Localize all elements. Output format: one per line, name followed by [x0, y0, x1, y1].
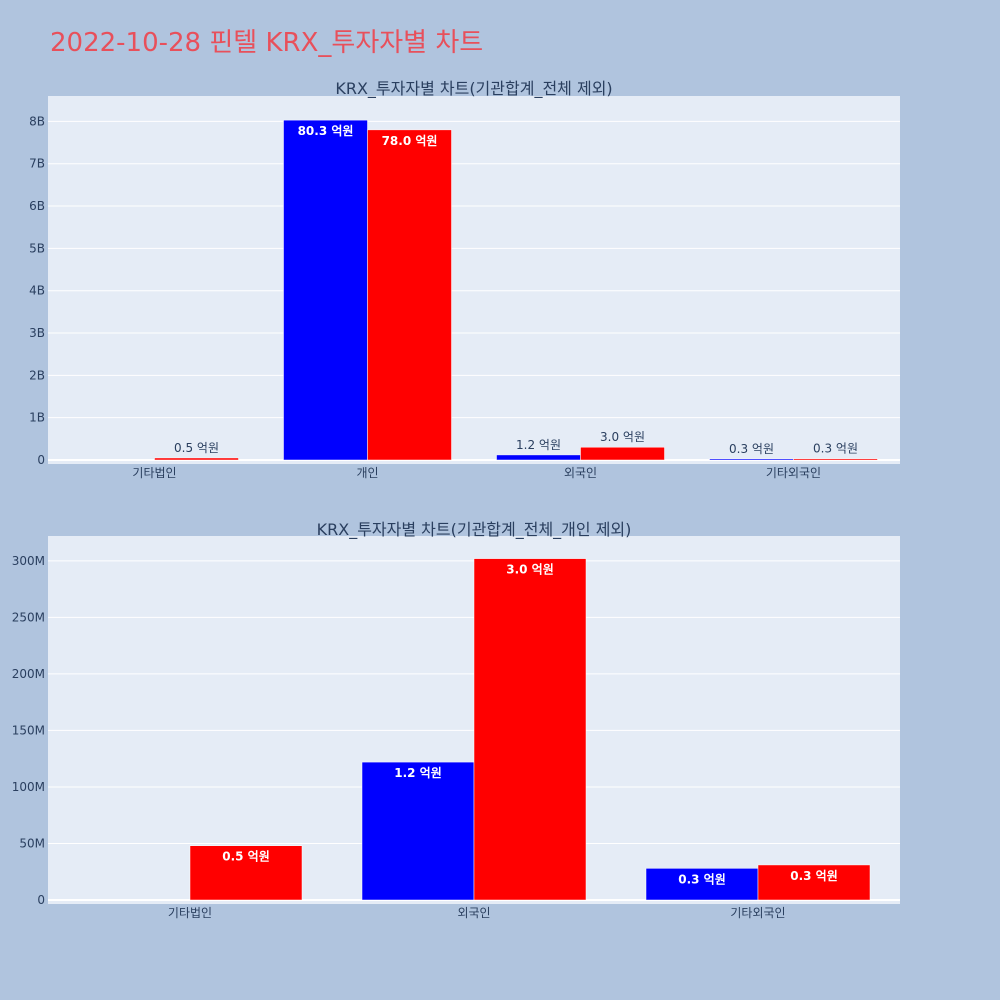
y-tick-label: 250M	[12, 610, 45, 624]
data-label: 3.0 억원	[506, 563, 554, 577]
bar	[189, 845, 303, 901]
bar	[283, 119, 368, 461]
y-tick-label: 5B	[29, 241, 45, 255]
bar	[473, 558, 587, 901]
data-label: 0.3 억원	[678, 872, 726, 886]
bar	[757, 864, 871, 901]
y-tick-label: 200M	[12, 667, 45, 681]
x-tick-label: 기타외국인	[730, 906, 785, 920]
y-tick-label: 100M	[12, 780, 45, 794]
data-label: 0.3 억원	[729, 442, 774, 456]
data-label: 0.3 억원	[813, 442, 858, 456]
bar	[580, 446, 665, 461]
bar	[367, 129, 452, 461]
bar	[361, 761, 475, 901]
y-tick-label: 50M	[19, 836, 45, 850]
data-label: 1.2 억원	[394, 766, 442, 780]
bar	[645, 868, 759, 901]
y-tick-label: 0	[37, 893, 45, 907]
y-tick-label: 4B	[29, 284, 45, 298]
y-tick-label: 7B	[29, 157, 45, 171]
data-label: 0.3 억원	[790, 869, 838, 883]
y-tick-label: 0	[37, 453, 45, 467]
x-tick-label: 외국인	[564, 466, 597, 480]
y-tick-label: 3B	[29, 326, 45, 340]
chart-top: 0 1B 2B 3B 4B 5B 6B 7B 8B KRX_투자자별 차트(기관합계_전체 제외)…	[29, 79, 900, 480]
y-tick-label: 300M	[12, 554, 45, 568]
data-label: 3.0 억원	[600, 430, 645, 444]
data-label: 80.3 억원	[298, 124, 354, 138]
plot-area	[48, 96, 900, 464]
x-tick-label: 개인	[356, 466, 378, 480]
data-label: 0.5 억원	[222, 850, 270, 864]
y-tick-label: 6B	[29, 199, 45, 213]
x-tick-label: 기타법인	[132, 466, 176, 480]
page-title: 2022-10-28 핀텔 KRX_투자자별 차트	[50, 28, 484, 58]
data-label: 1.2 억원	[516, 438, 561, 452]
x-tick-label: 기타외국인	[766, 466, 821, 480]
y-tick-label: 1B	[29, 411, 45, 425]
chart-title: KRX_투자자별 차트(기관합계_전체_개인 제외)	[317, 520, 632, 540]
data-label: 0.5 억원	[174, 441, 219, 455]
y-tick-label: 2B	[29, 368, 45, 382]
x-tick-label: 외국인	[457, 906, 490, 920]
data-label: 78.0 억원	[382, 134, 438, 148]
y-tick-label: 8B	[29, 114, 45, 128]
bar	[154, 457, 239, 461]
bar	[793, 458, 878, 461]
chart-title: KRX_투자자별 차트(기관합계_전체 제외)	[335, 79, 612, 99]
x-tick-label: 기타법인	[168, 906, 212, 920]
y-tick-label: 150M	[12, 723, 45, 737]
